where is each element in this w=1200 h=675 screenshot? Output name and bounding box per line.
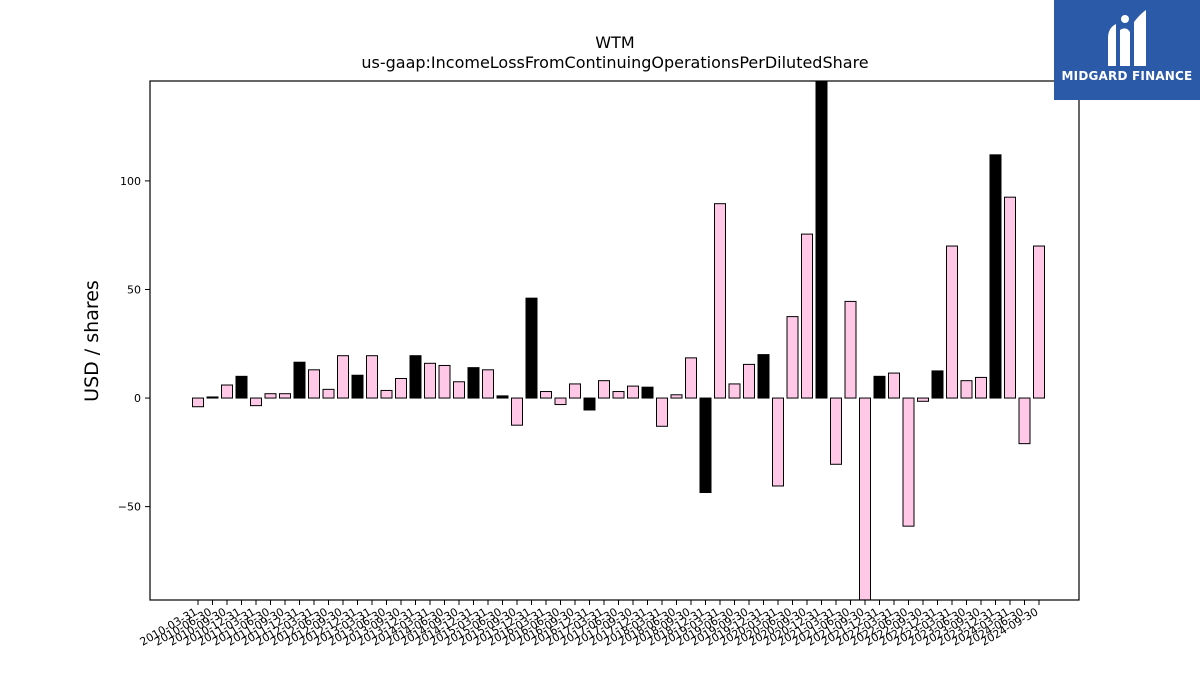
bar-2023-12-31 [989,154,1002,399]
bar-2013-03-31 [366,355,378,399]
y-tick-label: 50 [127,283,141,296]
bar-2014-09-30 [453,381,465,399]
logo-text: MIDGARD FINANCE [1061,69,1193,83]
bar-2023-06-30 [960,380,973,399]
bar-2011-12-31 [293,361,306,399]
bar-2020-06-30 [786,316,799,399]
x-ticks-layer: 2010-03-312010-06-302010-09-302010-12-31… [138,600,1041,649]
bar-2020-03-31 [772,397,784,487]
bar-2018-09-30 [685,357,697,399]
bar-2018-06-30 [670,394,683,399]
chart-title: WTM [595,33,634,52]
y-tick-label: −50 [118,501,141,514]
bar-2017-06-30 [612,391,625,399]
bars-layer [192,80,1045,601]
midgard-finance-logo: MIDGARD FINANCE [1054,0,1200,100]
bar-2020-12-31 [815,80,828,399]
bar-2013-12-31 [409,355,422,399]
bar-2016-03-31 [540,391,552,399]
bar-2019-12-31 [757,354,770,399]
bar-2014-03-31 [424,362,436,399]
bar-2021-03-31 [830,397,842,465]
bar-2014-06-30 [438,364,451,399]
bar-2017-09-30 [627,385,639,399]
bar-2012-06-30 [322,388,335,399]
midgard-logo-icon [1108,10,1146,66]
bar-2024-09-30 [1033,245,1045,399]
bar-2019-03-31 [714,203,726,399]
bar-2019-09-30 [743,363,755,399]
bar-2024-06-30 [1018,397,1031,445]
y-ticks-layer: −50 0 50 100 [118,175,150,514]
bar-2018-12-31 [699,397,712,494]
bar-2022-12-31 [931,370,944,399]
bar-2016-06-30 [554,397,567,406]
y-tick-label: 0 [134,392,141,405]
bar-2016-09-30 [569,383,581,399]
bar-2017-03-31 [598,380,610,399]
bar-2013-06-30 [380,389,393,399]
bar-2023-09-30 [975,376,987,399]
bar-2012-03-31 [308,369,320,399]
bar-2021-12-31 [873,375,886,399]
bar-2010-12-31 [235,375,248,399]
bar-2012-09-30 [337,355,349,399]
y-axis-label: USD / shares [81,280,103,402]
bar-2015-12-31 [525,297,538,399]
bar-2022-09-30 [917,397,929,402]
bar-2022-03-31 [888,372,900,399]
plot-frame [149,80,1080,601]
bar-2010-06-30 [206,396,219,399]
bar-2011-06-30 [264,393,277,399]
bar-2015-09-30 [511,397,523,426]
bar-2015-03-31 [482,369,494,399]
chart-subtitle: us-gaap:IncomeLossFromContinuingOperatio… [361,53,868,72]
bar-2024-03-31 [1004,196,1016,399]
bar-2022-06-30 [902,397,915,527]
bar-2014-12-31 [467,367,480,399]
bar-2011-03-31 [250,397,262,407]
bar-2016-12-31 [583,397,596,411]
bar-2010-03-31 [192,397,204,408]
y-tick-label: 100 [120,175,141,188]
bar-2021-06-30 [844,300,857,399]
bar-2010-09-30 [221,384,233,399]
bar-2013-09-30 [395,378,407,399]
bar-2017-12-31 [641,386,654,399]
bar-2020-09-30 [801,233,813,399]
bar-2023-03-31 [946,245,958,399]
bar-2021-09-30 [859,397,871,601]
bar-2018-03-31 [656,397,668,427]
bar-2011-09-30 [279,393,291,399]
bar-2019-06-30 [728,383,741,399]
bar-2012-12-31 [351,374,364,399]
bar-2015-06-30 [496,395,509,399]
